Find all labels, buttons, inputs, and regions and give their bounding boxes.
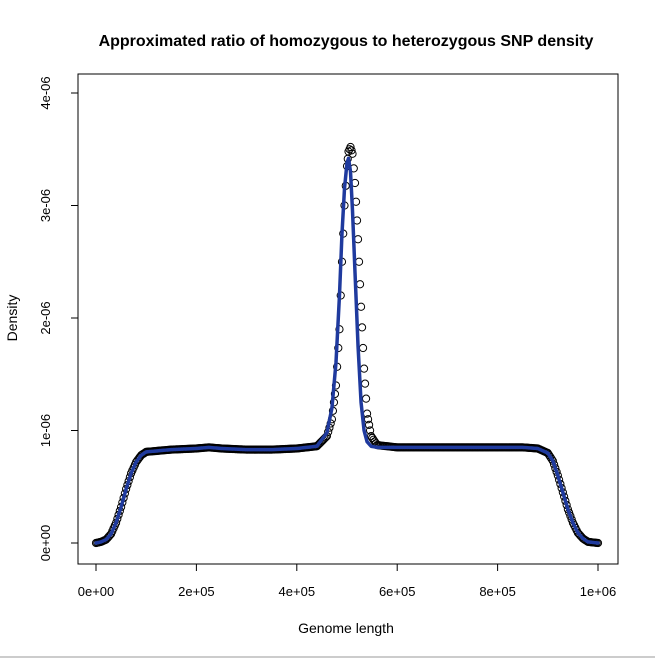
data-point — [357, 323, 367, 332]
x-tick-label: 8e+05 — [479, 584, 516, 599]
x-axis-label: Genome length — [298, 620, 394, 636]
data-point — [347, 146, 356, 155]
data-point — [354, 257, 364, 266]
data-point — [358, 343, 368, 353]
density-curve — [94, 156, 600, 545]
data-point — [104, 532, 113, 541]
data-point — [364, 420, 374, 429]
data-point — [365, 426, 375, 435]
data-point — [360, 379, 370, 388]
y-tick-label: 3e-06 — [38, 189, 53, 222]
data-point — [356, 302, 366, 311]
data-points — [91, 142, 603, 548]
data-point — [361, 394, 371, 403]
data-point — [348, 149, 357, 158]
x-tick-label: 1e+06 — [580, 584, 617, 599]
x-tick-label: 2e+05 — [178, 584, 215, 599]
data-point — [105, 531, 114, 540]
x-tick-label: 0e+00 — [78, 584, 115, 599]
y-tick-label: 0e+00 — [38, 525, 53, 562]
chart-title: Approximated ratio of homozygous to hete… — [99, 33, 594, 50]
x-axis: 0e+00 2e+05 4e+05 6e+05 8e+05 1e+06 — [78, 563, 617, 599]
x-tick-label: 4e+05 — [279, 584, 316, 599]
y-axis-label: Density — [4, 295, 20, 342]
data-point — [359, 364, 369, 373]
y-tick-label: 4e-06 — [38, 76, 53, 109]
y-tick-label: 1e-06 — [38, 414, 53, 447]
y-axis: 0e+00 1e-06 2e-06 3e-06 4e-06 — [38, 76, 79, 562]
data-point — [355, 280, 365, 289]
data-point — [353, 235, 363, 244]
y-tick-label: 2e-06 — [38, 301, 53, 334]
x-tick-label: 6e+05 — [379, 584, 416, 599]
